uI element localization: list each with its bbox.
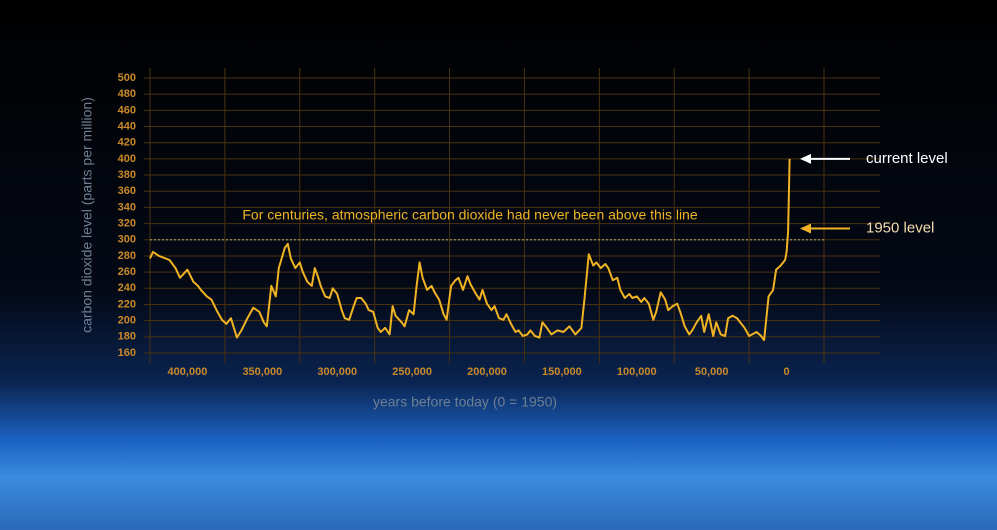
plot: For centuries, atmospheric carbon dioxid… [149,150,948,342]
x-tick-label: 250,000 [392,366,432,378]
y-tick-label: 340 [118,201,136,213]
y-tick-label: 320 [118,217,136,229]
y-tick-label: 400 [118,153,136,165]
annotation-label: 1950 level [866,219,934,236]
x-tick-label: 400,000 [168,366,208,378]
y-tick-label: 160 [118,347,136,359]
reference-caption: For centuries, atmospheric carbon dioxid… [242,206,697,222]
y-tick-label: 260 [118,266,136,278]
y-tick-label: 460 [118,104,136,116]
y-tick-label: 420 [118,137,136,149]
x-tick-label: 0 [783,366,789,378]
y-tick-label: 240 [118,282,136,294]
y-tick-label: 300 [118,234,136,246]
x-tick-label: 300,000 [317,366,357,378]
y-tick-label: 360 [118,185,136,197]
y-tick-label: 180 [118,331,136,343]
grid: 160 180 200 220 240 260 280 300 320 340 360 380 400 4… [118,68,880,378]
y-axis-label: carbon dioxide level (parts per million) [79,97,95,333]
y-tick-label: 480 [118,88,136,100]
x-tick-label: 100,000 [617,366,657,378]
x-tick-label: 50,000 [695,366,729,378]
y-tick-label: 500 [118,72,136,84]
annotation-label: current level [866,150,948,167]
annotation-arrow-head [800,153,811,164]
annotation-arrow-head [800,223,811,234]
y-tick-label: 220 [118,298,136,310]
data-line [149,158,791,342]
x-tick-label: 200,000 [467,366,507,378]
y-tick-label: 280 [118,250,136,262]
x-axis-label: years before today (0 = 1950) [373,394,557,410]
x-tick-label: 150,000 [542,366,582,378]
y-tick-label: 380 [118,169,136,181]
y-tick-label: 440 [118,120,136,132]
y-tick-label: 200 [118,315,136,327]
x-tick-label: 350,000 [242,366,282,378]
